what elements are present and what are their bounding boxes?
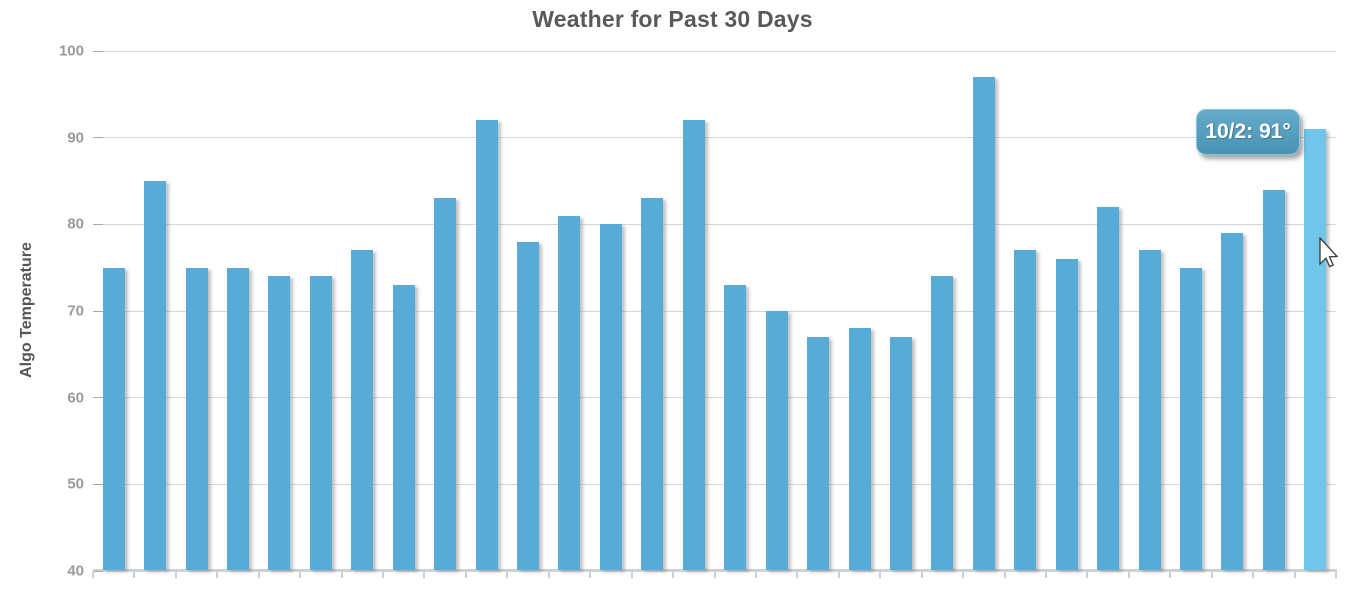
temperature-bar[interactable] — [517, 241, 540, 570]
x-axis-line — [93, 569, 1337, 571]
y-tick-label: 50 — [67, 475, 84, 493]
gridline — [93, 483, 1336, 485]
x-axis-tick — [340, 571, 343, 578]
gridline — [93, 397, 1336, 399]
temperature-bar[interactable] — [765, 311, 788, 570]
temperature-bar[interactable] — [1262, 189, 1285, 570]
x-axis-tick — [589, 571, 592, 578]
gridline — [93, 310, 1336, 312]
x-axis-tick — [837, 571, 840, 578]
x-axis-tick — [1335, 571, 1337, 578]
x-axis-tick — [92, 571, 94, 578]
temperature-bar[interactable] — [1138, 250, 1161, 570]
temperature-bar[interactable] — [682, 120, 705, 570]
y-axis-tick — [93, 570, 103, 572]
x-axis-tick — [547, 571, 550, 578]
x-axis-tick — [672, 571, 675, 578]
x-axis-tick — [962, 571, 965, 578]
temperature-bar[interactable] — [1014, 250, 1037, 570]
x-axis-tick — [754, 571, 757, 578]
x-axis-tick — [216, 571, 219, 578]
temperature-bar[interactable] — [558, 215, 581, 570]
temperature-bar[interactable] — [102, 267, 125, 570]
y-tick-label: 80 — [67, 215, 84, 233]
gridline — [93, 223, 1336, 225]
chart-title: Weather for Past 30 Days — [532, 6, 813, 32]
x-axis-tick — [796, 571, 799, 578]
temperature-bar[interactable] — [185, 267, 208, 570]
temperature-bar[interactable] — [1055, 259, 1078, 570]
temperature-bar[interactable] — [641, 198, 664, 570]
y-tick-label: 70 — [67, 302, 84, 320]
x-axis-tick — [630, 571, 633, 578]
x-axis-tick — [1003, 571, 1006, 578]
temperature-bar[interactable] — [931, 276, 954, 570]
x-axis-tick — [1086, 571, 1089, 578]
x-axis-tick — [1127, 571, 1130, 578]
arrow-pointer-icon — [1319, 237, 1338, 268]
temperature-bar[interactable] — [807, 337, 830, 570]
y-axis-tick — [93, 483, 103, 485]
x-axis-tick — [920, 571, 923, 578]
temperature-bar[interactable] — [724, 285, 747, 570]
temperature-bar[interactable] — [434, 198, 457, 570]
x-axis-tick — [1293, 571, 1296, 578]
x-axis-tick — [1210, 571, 1213, 578]
temperature-bar[interactable] — [889, 337, 912, 570]
y-axis-tick — [93, 137, 103, 139]
y-axis-tick — [93, 310, 103, 312]
y-tick-label: 40 — [67, 562, 84, 580]
x-axis-tick — [174, 571, 177, 578]
temperature-bar[interactable] — [309, 276, 332, 570]
x-axis-tick — [299, 571, 302, 578]
x-axis-tick — [1044, 571, 1047, 578]
temperature-bar[interactable] — [227, 267, 250, 570]
gridline — [93, 137, 1336, 139]
x-axis-tick — [1252, 571, 1255, 578]
temperature-bar[interactable] — [848, 328, 871, 570]
y-tick-label: 100 — [58, 42, 84, 60]
temperature-bar[interactable] — [1221, 233, 1244, 570]
y-tick-label: 60 — [67, 389, 84, 407]
temperature-bar[interactable] — [972, 77, 995, 570]
temperature-bar[interactable] — [599, 224, 622, 570]
x-axis-tick — [506, 571, 509, 578]
y-tick-label: 90 — [67, 129, 84, 147]
y-axis-tick — [93, 223, 103, 225]
tooltip: 10/2: 91° — [1196, 109, 1300, 155]
temperature-bar[interactable] — [1097, 207, 1120, 570]
y-axis-tick — [93, 397, 103, 399]
temperature-bar[interactable] — [351, 250, 374, 570]
x-axis-tick — [879, 571, 882, 578]
temperature-bar[interactable] — [1179, 267, 1202, 570]
x-axis-tick — [464, 571, 467, 578]
x-axis-tick — [423, 571, 426, 578]
x-axis-tick — [1169, 571, 1172, 578]
x-axis-tick — [382, 571, 385, 578]
gridline — [93, 50, 1336, 52]
temperature-bar-highlighted[interactable] — [1304, 129, 1327, 570]
temperature-bar[interactable] — [144, 181, 167, 570]
temperature-bar[interactable] — [268, 276, 291, 570]
x-axis-tick — [133, 571, 136, 578]
x-axis-tick — [257, 571, 260, 578]
y-axis-tick — [93, 50, 103, 52]
temperature-bar[interactable] — [392, 285, 415, 570]
temperature-bar[interactable] — [475, 120, 498, 570]
x-axis-tick — [713, 571, 716, 578]
tooltip-label: 10/2: 91° — [1205, 120, 1291, 143]
